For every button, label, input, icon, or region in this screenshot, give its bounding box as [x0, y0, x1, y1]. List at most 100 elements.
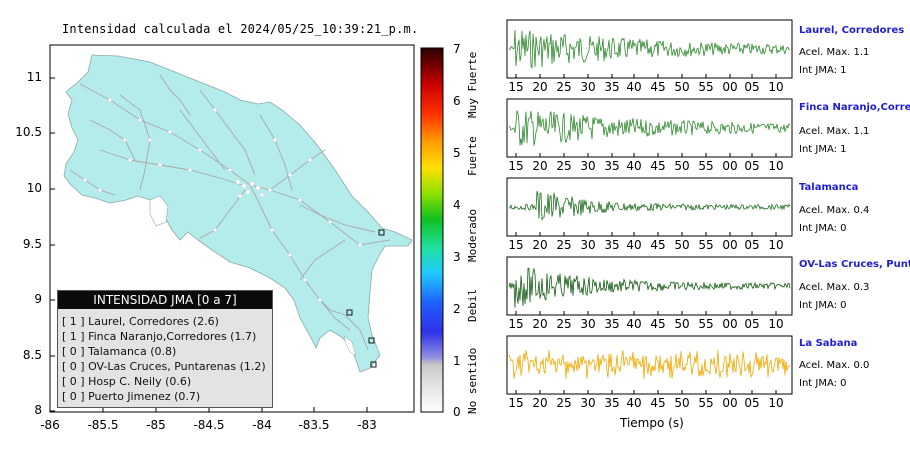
- map-y-tick: 11: [26, 70, 42, 84]
- time-tick-label: 55: [698, 396, 714, 410]
- time-tick-label: 30: [580, 238, 596, 252]
- trace-frame: [506, 177, 793, 237]
- map-x-tick: -85: [146, 418, 166, 432]
- time-tick-label: 00: [722, 159, 738, 173]
- time-tick-label: 40: [626, 159, 642, 173]
- station-acel: Acel. Max. 1.1: [799, 47, 870, 58]
- station-markers: [346, 229, 385, 368]
- legend-header: INTENSIDAD JMA [0 a 7]: [58, 291, 272, 309]
- time-tick-label: 55: [698, 238, 714, 252]
- time-tick-label: 15: [508, 80, 524, 94]
- time-tick-label: 50: [674, 317, 690, 331]
- intensity-colorbar: [420, 47, 444, 413]
- time-tick-label: 50: [674, 159, 690, 173]
- colorbar-tick: 2: [453, 302, 461, 316]
- costa-rica-landmass: [63, 54, 413, 373]
- map-y-tick: 8: [34, 403, 42, 417]
- colorbar-tick: 3: [453, 250, 461, 264]
- legend-row: [ 0 ] OV-Las Cruces, Puntarenas (1.2): [62, 360, 266, 373]
- time-tick-label: 45: [650, 396, 666, 410]
- time-axis-label: Tiempo (s): [620, 416, 684, 430]
- time-tick-label: 15: [508, 159, 524, 173]
- time-tick-label: 40: [626, 80, 642, 94]
- time-tick-label: 15: [508, 238, 524, 252]
- time-tick-label: 40: [626, 238, 642, 252]
- time-tick-label: 45: [650, 317, 666, 331]
- time-tick-label: 50: [674, 396, 690, 410]
- station-acel: Acel. Max. 1.1: [799, 126, 870, 137]
- legend-row: [ 1 ] Laurel, Corredores (2.6): [62, 315, 219, 328]
- time-tick-label: 30: [580, 396, 596, 410]
- time-tick-label: 45: [650, 238, 666, 252]
- legend-row: [ 0 ] Puerto Jimenez (0.7): [62, 390, 201, 403]
- waveform-trace: [508, 267, 791, 308]
- colorbar-tick: 0: [453, 405, 461, 419]
- time-tick-label: 25: [556, 238, 572, 252]
- time-tick-label: 20: [532, 238, 548, 252]
- time-tick-label: 05: [744, 159, 760, 173]
- waveform-trace: [508, 110, 791, 146]
- town-markers: [82, 97, 363, 303]
- station-acel: Acel. Max. 0.3: [799, 282, 870, 293]
- map-x-tick: -86: [40, 418, 60, 432]
- time-tick-label: 20: [532, 317, 548, 331]
- time-tick-label: 20: [532, 396, 548, 410]
- time-tick-label: 40: [626, 317, 642, 331]
- waveform-trace: [508, 349, 791, 380]
- time-tick-label: 10: [768, 396, 784, 410]
- time-tick-label: 55: [698, 80, 714, 94]
- time-tick-label: 35: [604, 317, 620, 331]
- legend-row: [ 0 ] Talamanca (0.8): [62, 345, 177, 358]
- time-tick-label: 25: [556, 80, 572, 94]
- time-tick-label: 25: [556, 317, 572, 331]
- map-x-tick: -84: [252, 418, 272, 432]
- station-int: Int JMA: 1: [799, 65, 847, 76]
- time-tick-label: 40: [626, 396, 642, 410]
- colorbar-tick: 1: [453, 354, 461, 368]
- time-tick-label: 05: [744, 238, 760, 252]
- time-tick-label: 35: [604, 238, 620, 252]
- time-tick-label: 10: [768, 238, 784, 252]
- station-name: Laurel, Corredores: [799, 25, 905, 36]
- station-name: La Sabana: [799, 338, 858, 349]
- station-acel: Acel. Max. 0.0: [799, 360, 870, 371]
- time-tick-label: 35: [604, 80, 620, 94]
- time-tick-label: 00: [722, 317, 738, 331]
- map-x-tick: -85.5: [87, 418, 119, 432]
- station-name: Talamanca: [799, 182, 859, 193]
- time-tick-label: 05: [744, 80, 760, 94]
- station-int: Int JMA: 1: [799, 144, 847, 155]
- time-tick-label: 30: [580, 80, 596, 94]
- legend-row: [ 1 ] Finca Naranjo,Corredores (1.7): [62, 330, 257, 343]
- map-frame: [49, 44, 415, 413]
- station-int: Int JMA: 0: [799, 223, 847, 234]
- legend-row: [ 0 ] Hosp C. Neily (0.6): [62, 375, 192, 388]
- time-tick-label: 25: [556, 396, 572, 410]
- colorbar-tick: 5: [453, 146, 461, 160]
- map-y-tick: 8.5: [22, 348, 42, 362]
- time-tick-label: 20: [532, 80, 548, 94]
- station-name: OV-Las Cruces, Puntarenas: [799, 259, 910, 270]
- map-y-tick: 9: [34, 292, 42, 306]
- time-tick-label: 50: [674, 238, 690, 252]
- map-y-tick-marks: [50, 77, 55, 412]
- time-tick-label: 15: [508, 317, 524, 331]
- colorbar-tick: 7: [453, 42, 461, 56]
- map-y-tick: 10: [26, 181, 42, 195]
- intensity-legend: INTENSIDAD JMA [0 a 7] [ 1 ] Laurel, Cor…: [57, 290, 273, 408]
- time-tick-label: 55: [698, 317, 714, 331]
- station-int: Int JMA: 0: [799, 378, 847, 389]
- time-tick-label: 20: [532, 159, 548, 173]
- time-tick-label: 45: [650, 159, 666, 173]
- time-tick-label: 00: [722, 396, 738, 410]
- time-tick-label: 55: [698, 159, 714, 173]
- time-tick-label: 35: [604, 159, 620, 173]
- map-x-tick: -83.5: [298, 418, 330, 432]
- golfo-dulce: [343, 335, 357, 357]
- time-tick-label: 45: [650, 80, 666, 94]
- map-title: Intensidad calculada el 2024/05/25_10:39…: [62, 22, 419, 36]
- time-tick-label: 00: [722, 80, 738, 94]
- time-tick-label: 50: [674, 80, 690, 94]
- map-y-tick: 9.5: [22, 237, 42, 251]
